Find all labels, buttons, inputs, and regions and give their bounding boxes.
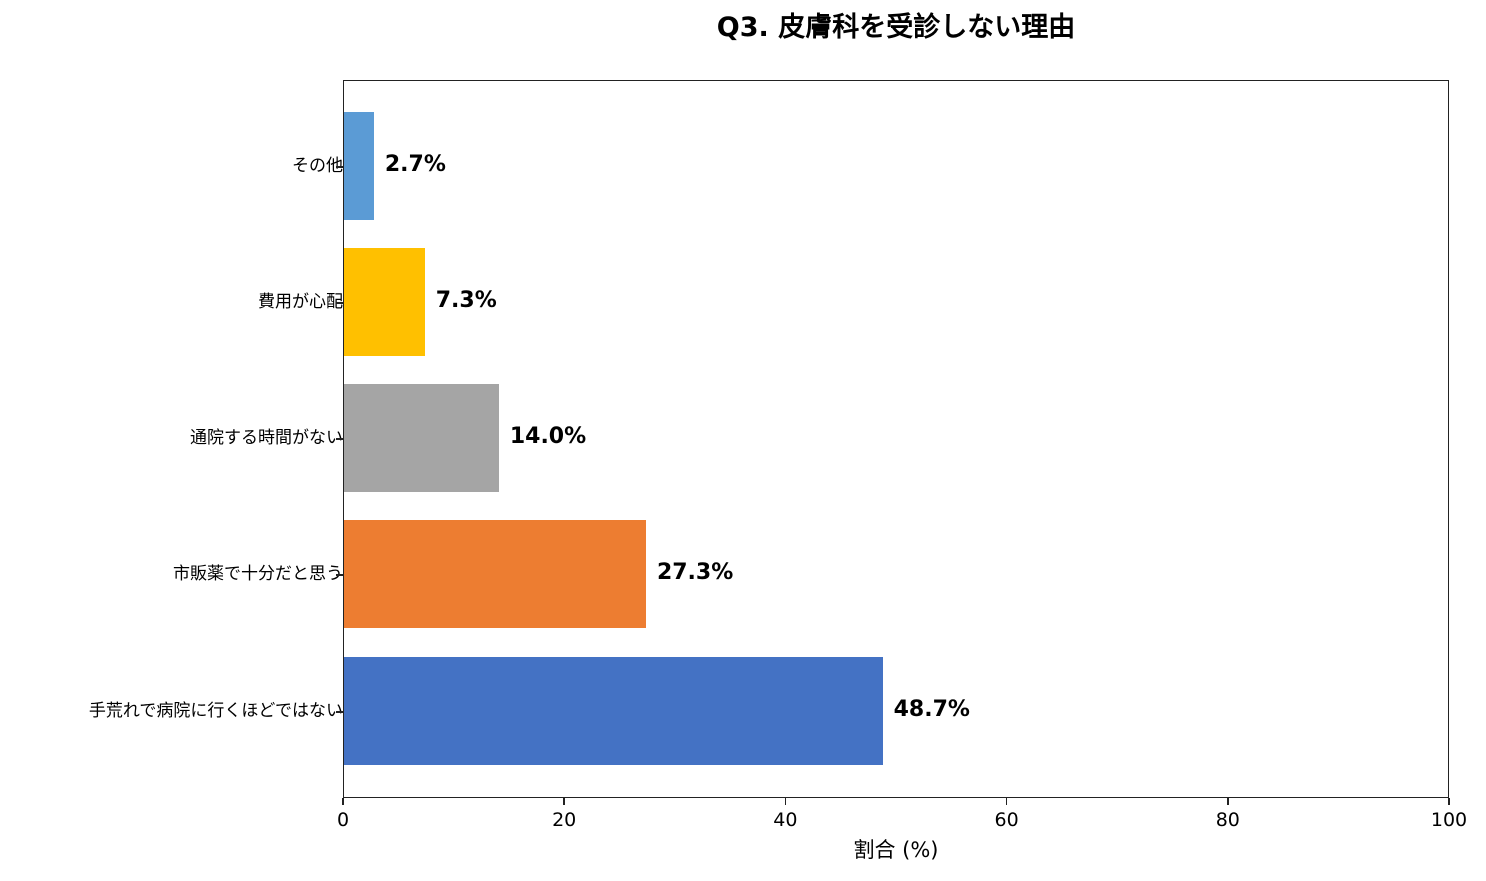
bar-value-label: 14.0% <box>509 424 587 449</box>
y-tick-label: 費用が心配 <box>258 292 343 312</box>
x-tick-label: 60 <box>994 809 1019 831</box>
y-tick-label: 手荒れで病院に行くほどではない <box>88 701 343 721</box>
y-tick-mark <box>336 166 343 168</box>
bar <box>344 384 499 492</box>
y-tick-mark <box>336 302 343 304</box>
x-tick-mark <box>784 798 787 805</box>
x-tick-mark <box>1227 798 1229 805</box>
y-tick-mark <box>336 438 343 440</box>
bar <box>344 657 883 765</box>
x-tick-label: 40 <box>773 809 798 831</box>
bar <box>344 112 374 220</box>
bar-value-label: 48.7% <box>893 697 970 722</box>
y-tick-label: その他 <box>292 156 343 176</box>
x-tick-label: 0 <box>336 809 350 831</box>
plot-area <box>343 80 1449 798</box>
x-tick-label: 80 <box>1215 809 1240 831</box>
y-tick-label: 通院する時間がない <box>190 428 343 448</box>
x-axis-label: 割合 (%) <box>853 838 939 862</box>
bar-value-label: 7.3% <box>435 288 497 313</box>
x-tick-mark <box>1005 798 1008 805</box>
x-tick-mark <box>1448 798 1450 805</box>
y-tick-mark <box>336 711 343 713</box>
x-tick-label: 100 <box>1430 809 1468 831</box>
y-tick-label: 市販薬で十分だと思う <box>173 564 343 584</box>
chart-title: Q3. 皮膚科を受診しない理由 <box>716 12 1076 43</box>
bar-value-label: 2.7% <box>384 152 446 177</box>
x-tick-mark <box>563 798 565 805</box>
bar <box>344 520 646 628</box>
bar <box>344 248 425 356</box>
x-tick-mark <box>342 798 344 805</box>
bar-value-label: 27.3% <box>656 560 734 585</box>
y-tick-mark <box>336 574 343 576</box>
x-tick-label: 20 <box>552 809 577 831</box>
